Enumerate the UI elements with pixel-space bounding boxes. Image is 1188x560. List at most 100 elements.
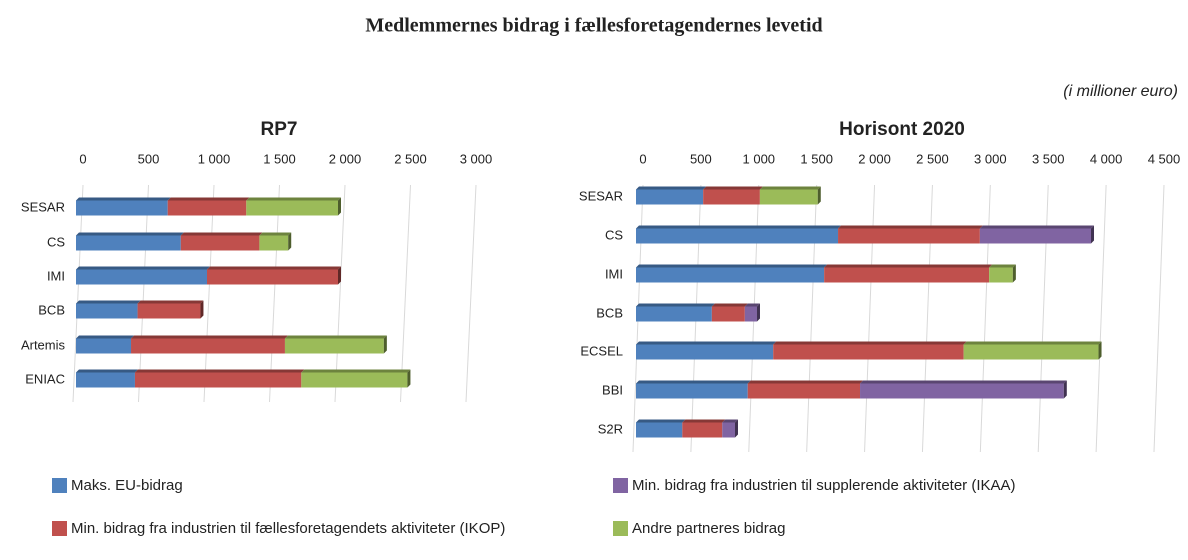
- bar-segment: [963, 344, 1099, 360]
- x-tick-label: 2 500: [394, 151, 427, 166]
- bar-segment: [838, 228, 980, 244]
- chart-title: Horisont 2020: [839, 119, 965, 140]
- x-tick-label: 0: [79, 151, 86, 166]
- bar-top: [703, 186, 763, 190]
- bar-segment: [76, 372, 135, 388]
- category-label: IMI: [605, 266, 623, 281]
- legend-swatch: [52, 521, 67, 536]
- bar-top: [180, 232, 263, 236]
- category-label: Artemis: [21, 337, 66, 352]
- category-label: SESAR: [21, 199, 65, 214]
- bar-segment: [246, 200, 338, 216]
- bar-segment: [773, 344, 964, 360]
- bar-top: [636, 225, 842, 229]
- bar-top: [636, 419, 686, 423]
- grid-line: [806, 184, 818, 453]
- bar-side: [288, 232, 292, 251]
- x-tick-label: 1 500: [263, 151, 296, 166]
- bar-segment: [76, 303, 138, 319]
- bar-side: [383, 335, 387, 354]
- x-tick-label: 1 000: [198, 151, 231, 166]
- category-label: CS: [47, 234, 65, 249]
- bar-top: [773, 341, 967, 345]
- grid-line: [864, 184, 876, 453]
- bar-side: [1063, 380, 1067, 399]
- x-tick-label: 2 000: [329, 151, 362, 166]
- grid-line: [1153, 184, 1165, 453]
- grid-line: [1095, 184, 1107, 453]
- bar-side: [1012, 264, 1016, 283]
- bar-segment: [76, 269, 207, 285]
- bar-segment: [722, 422, 735, 438]
- grid-line: [203, 184, 215, 403]
- category-label: BBI: [602, 382, 623, 397]
- bar-top: [636, 380, 751, 384]
- x-tick-label: 2 500: [916, 151, 949, 166]
- bar-top: [76, 369, 138, 373]
- subtitle: (i millioner euro): [1063, 83, 1178, 100]
- bar-side: [817, 186, 821, 205]
- bar-top: [979, 225, 1095, 229]
- bar-top: [963, 341, 1102, 345]
- bar-top: [167, 197, 250, 201]
- bar-top: [636, 303, 715, 307]
- bar-segment: [134, 372, 302, 388]
- chart-title: RP7: [261, 119, 298, 140]
- category-label: ENIAC: [25, 371, 65, 386]
- bar-segment: [636, 228, 839, 244]
- legend-item: Min. bidrag fra industrien til fællesfor…: [52, 520, 572, 538]
- x-tick-label: 0: [639, 151, 646, 166]
- legend-swatch: [613, 521, 628, 536]
- category-label: BCB: [38, 302, 65, 317]
- grid-line: [1037, 184, 1049, 453]
- bar-segment: [759, 189, 818, 205]
- bar-segment: [76, 200, 168, 216]
- bar-side: [1091, 225, 1095, 244]
- bar-top: [759, 186, 821, 190]
- bar-top: [301, 369, 411, 373]
- bar-top: [747, 380, 864, 384]
- bar-segment: [284, 338, 384, 354]
- grid-line: [979, 184, 991, 453]
- category-label: SESAR: [579, 188, 623, 203]
- bar-top: [636, 186, 707, 190]
- x-tick-label: 4 500: [1148, 151, 1181, 166]
- x-tick-label: 3 000: [974, 151, 1007, 166]
- grid-line: [334, 184, 346, 403]
- bar-top: [134, 369, 305, 373]
- x-tick-label: 500: [690, 151, 712, 166]
- legend-swatch: [613, 478, 628, 493]
- legend-label: Maks. EU-bidrag: [71, 477, 183, 494]
- x-tick-label: 4 000: [1090, 151, 1123, 166]
- category-label: ECSEL: [580, 343, 623, 358]
- bar-top: [824, 264, 993, 268]
- bar-side: [734, 419, 738, 438]
- bar-top: [76, 300, 141, 304]
- grid-line: [72, 184, 84, 403]
- bar-top: [636, 264, 828, 268]
- bar-top: [636, 341, 777, 345]
- bar-top: [682, 419, 726, 423]
- bar-top: [76, 335, 135, 339]
- grid-line: [269, 184, 280, 403]
- category-label: IMI: [47, 268, 65, 283]
- category-label: CS: [605, 227, 623, 242]
- bar-segment: [989, 267, 1013, 283]
- bar-side: [407, 369, 411, 388]
- bar-segment: [744, 306, 757, 322]
- bar-segment: [636, 344, 774, 360]
- legend-label: Min. bidrag fra industrien til suppleren…: [632, 477, 1016, 494]
- bar-top: [744, 303, 760, 307]
- bar-side: [1098, 341, 1102, 360]
- x-tick-label: 1 500: [800, 151, 833, 166]
- bar-top: [711, 303, 748, 307]
- bar-segment: [76, 338, 132, 354]
- bar-top: [76, 197, 171, 201]
- bar-segment: [76, 235, 181, 251]
- legend-item: Min. bidrag fra industrien til suppleren…: [613, 477, 1016, 495]
- bar-top: [989, 264, 1016, 268]
- bar-segment: [301, 372, 408, 388]
- bar-side: [338, 197, 341, 216]
